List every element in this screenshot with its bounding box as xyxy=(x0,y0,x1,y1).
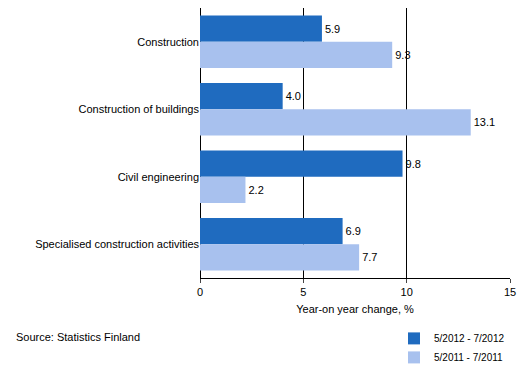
svg-text:9.3: 9.3 xyxy=(395,49,410,61)
svg-text:Construction of buildings: Construction of buildings xyxy=(79,103,200,115)
svg-text:2.2: 2.2 xyxy=(248,184,263,196)
svg-text:4.0: 4.0 xyxy=(286,90,301,102)
svg-text:9.8: 9.8 xyxy=(406,158,421,170)
svg-text:6.9: 6.9 xyxy=(346,225,361,237)
svg-text:Source: Statistics Finland: Source: Statistics Finland xyxy=(16,331,140,343)
svg-text:10: 10 xyxy=(401,286,413,298)
svg-text:5/2012 - 7/2012: 5/2012 - 7/2012 xyxy=(434,333,504,344)
svg-text:Civil engineering: Civil engineering xyxy=(118,171,199,183)
svg-text:5: 5 xyxy=(300,286,306,298)
svg-text:5.9: 5.9 xyxy=(325,23,340,35)
svg-text:Year-on year change, %: Year-on year change, % xyxy=(296,303,414,315)
svg-text:0: 0 xyxy=(197,286,203,298)
svg-text:Construction: Construction xyxy=(137,36,199,48)
svg-text:5/2011 - 7/2011: 5/2011 - 7/2011 xyxy=(434,352,503,363)
svg-text:13.1: 13.1 xyxy=(474,116,495,128)
svg-text:Specialised construction activ: Specialised construction activities xyxy=(35,238,199,250)
svg-text:15: 15 xyxy=(504,286,516,298)
svg-text:7.7: 7.7 xyxy=(362,251,377,263)
